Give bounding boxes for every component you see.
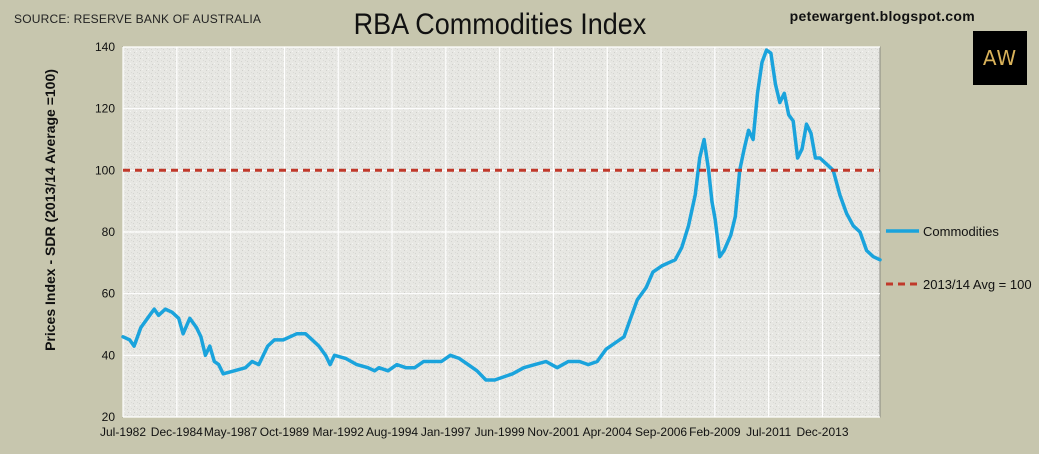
y-axis-ticks: 20 40 60 80 100 120 140	[95, 40, 115, 424]
x-tick-label: Jun-1999	[475, 425, 525, 439]
y-tick-label: 120	[95, 102, 115, 116]
y-tick-label: 100	[95, 163, 115, 177]
x-tick-label: May-1987	[204, 425, 258, 439]
x-tick-label: Aug-1994	[366, 425, 418, 439]
y-axis-label: Prices Index - SDR (2013/14 Average =100…	[42, 69, 58, 351]
legend: Commodities 2013/14 Avg = 100	[886, 224, 1032, 292]
x-tick-label: Oct-1989	[260, 425, 310, 439]
x-axis-ticks: Jul-1982 Dec-1984 May-1987 Oct-1989 Mar-1992…	[100, 425, 849, 439]
x-tick-label: Dec-1984	[151, 425, 203, 439]
x-tick-label: Nov-2001	[527, 425, 579, 439]
y-tick-label: 20	[102, 410, 116, 424]
aw-logo: AW	[973, 31, 1027, 85]
x-tick-label: Jan-1997	[421, 425, 471, 439]
x-tick-label: Jul-2011	[746, 425, 791, 439]
legend-label: Commodities	[923, 224, 999, 239]
x-tick-label: Feb-2009	[689, 425, 741, 439]
x-tick-label: Apr-2004	[583, 425, 633, 439]
y-tick-label: 60	[102, 287, 116, 301]
y-tick-label: 140	[95, 40, 115, 54]
grid-lines	[122, 46, 880, 418]
x-tick-label: Sep-2006	[635, 425, 687, 439]
legend-label: 2013/14 Avg = 100	[923, 277, 1032, 292]
chart-title: RBA Commodities Index	[353, 8, 647, 41]
series-line-commodities	[121, 48, 882, 382]
x-tick-label: Dec-2013	[796, 425, 848, 439]
series-group	[121, 48, 882, 382]
x-tick-label: Mar-1992	[313, 425, 365, 439]
x-tick-label: Jul-1982	[100, 425, 146, 439]
blog-url: petewargent.blogspot.com	[789, 8, 975, 24]
y-tick-label: 40	[102, 348, 116, 362]
source-label: SOURCE: RESERVE BANK OF AUSTRALIA	[14, 12, 262, 26]
y-tick-label: 80	[102, 225, 116, 239]
